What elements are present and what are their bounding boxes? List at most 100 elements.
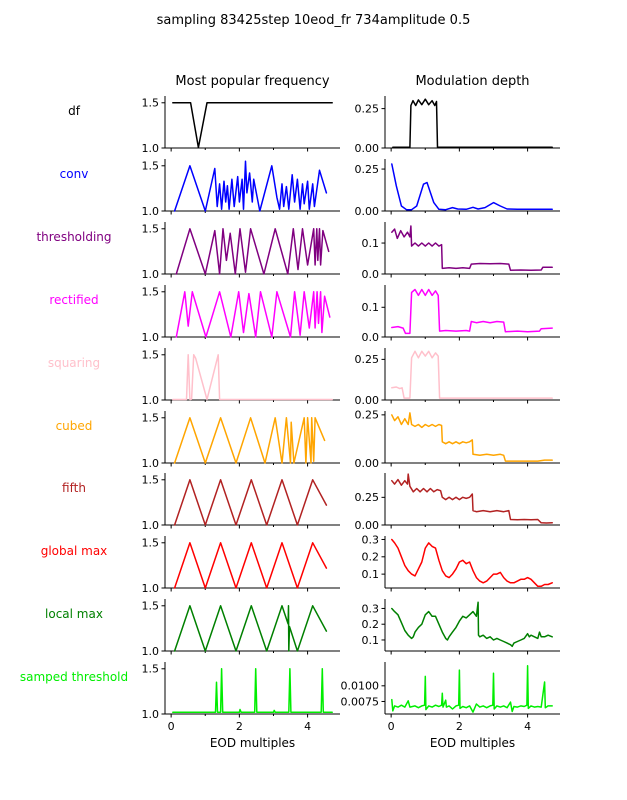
x-tick-label: 4 xyxy=(304,720,311,733)
row-label-fifth: fifth xyxy=(62,481,86,495)
column-title-most-popular-frequency: Most popular frequency xyxy=(175,74,330,89)
data-line-freq xyxy=(173,479,328,526)
figure-title: sampling 83425step 10eod_fr 734amplitude… xyxy=(156,13,471,28)
row-label-cubed: cubed xyxy=(55,419,93,433)
row-label-rectified: rectified xyxy=(49,293,99,307)
column-title-modulation-depth: Modulation depth xyxy=(415,74,530,89)
row-label-squaring: squaring xyxy=(47,356,101,370)
data-line-depth xyxy=(391,350,553,399)
x-tick-label: 0 xyxy=(388,720,395,733)
subplot-cubed-depth: 0.00 0.25 xyxy=(355,409,560,470)
y-tick-label: 0.0 xyxy=(362,268,380,281)
y-tick-label: 1.0 xyxy=(142,457,160,470)
y-tick-label: 1.0 xyxy=(142,394,160,407)
y-tick-label: 1.5 xyxy=(142,223,160,236)
y-tick-label: 1.5 xyxy=(142,412,160,425)
data-line-freq xyxy=(175,291,331,338)
data-line-depth xyxy=(392,98,553,148)
x-axis-label-left-column: EOD multiples xyxy=(209,736,296,750)
y-tick-label: 0.25 xyxy=(355,491,380,504)
y-tick-label: 0.1 xyxy=(362,568,380,581)
y-tick-label: 0.00 xyxy=(355,457,380,470)
row-label-local-max: local max xyxy=(45,607,103,621)
x-tick-label: 4 xyxy=(524,720,531,733)
y-tick-label: 1.0 xyxy=(142,519,160,532)
data-line-freq xyxy=(173,605,328,652)
subplot-global-max-freq: 1.0 1.5 xyxy=(142,536,340,595)
subplot-squaring-freq: 1.0 1.5 xyxy=(142,348,340,407)
y-tick-label: 0.2 xyxy=(362,618,380,631)
subplot-df-depth: 0.00 0.25 xyxy=(355,96,560,155)
y-tick-label: 0.2 xyxy=(362,551,380,564)
subplot-samped-threshold-freq: 1.0 1.5 0 2 4 xyxy=(142,662,340,733)
subplot-thresholding-freq: 1.0 1.5 xyxy=(142,222,340,281)
subplot-fifth-freq: 1.0 1.5 xyxy=(142,473,340,532)
y-tick-label: 0.00 xyxy=(355,519,380,532)
subplot-local-max-depth: 0.1 0.2 0.3 xyxy=(362,599,560,655)
y-tick-label: 0.25 xyxy=(355,102,380,115)
x-tick-label: 2 xyxy=(456,720,463,733)
y-tick-label: 1.0 xyxy=(142,645,160,658)
subplot-rectified-freq: 1.0 1.5 xyxy=(142,285,340,344)
subplot-conv-depth: 0.00 0.25 xyxy=(355,159,560,218)
y-tick-label: 0.3 xyxy=(362,533,380,546)
y-tick-label: 1.5 xyxy=(142,663,160,676)
data-line-depth xyxy=(391,601,553,648)
data-line-freq xyxy=(173,542,328,589)
data-line-depth xyxy=(391,665,553,713)
row-label-samped-threshold: samped threshold xyxy=(19,670,129,684)
y-tick-label: 1.0 xyxy=(142,331,160,344)
data-line-depth xyxy=(391,163,553,211)
y-tick-label: 1.5 xyxy=(142,160,160,173)
row-label-global-max: global max xyxy=(40,544,108,558)
y-tick-label: 1.5 xyxy=(142,537,160,550)
y-tick-label: 1.0 xyxy=(142,708,160,721)
y-tick-label: 0.25 xyxy=(355,353,380,366)
x-tick-label: 2 xyxy=(236,720,243,733)
y-tick-label: 0.00 xyxy=(355,205,380,218)
y-tick-label: 1.5 xyxy=(142,286,160,299)
y-tick-label: 0.25 xyxy=(355,163,380,176)
y-tick-label: 0.3 xyxy=(362,602,380,615)
y-tick-label: 1.5 xyxy=(142,600,160,613)
y-tick-label: 0.1 xyxy=(362,301,380,314)
y-tick-label: 0.0100 xyxy=(341,680,380,693)
y-tick-label: 0.1 xyxy=(362,237,380,250)
y-tick-label: 0.0 xyxy=(362,331,380,344)
data-line-freq xyxy=(173,417,326,464)
data-line-freq xyxy=(172,668,333,713)
x-axis-label-right-column: EOD multiples xyxy=(429,736,516,750)
subplot-global-max-depth: 0.1 0.2 0.3 xyxy=(362,533,560,592)
row-label-df: df xyxy=(68,104,80,118)
row-label-conv: conv xyxy=(59,167,89,181)
subplot-rectified-depth: 0.0 0.1 xyxy=(362,285,560,344)
subplot-cubed-freq: 1.0 1.5 xyxy=(142,411,340,470)
subplot-df-freq: 1.0 1.5 xyxy=(142,96,340,155)
subplot-squaring-depth: 0.00 0.25 xyxy=(355,348,560,407)
data-line-freq xyxy=(175,228,330,275)
subplot-conv-freq: 1.0 1.5 xyxy=(142,159,340,218)
row-label-thresholding: thresholding xyxy=(36,230,112,244)
data-line-depth xyxy=(391,538,553,588)
data-line-freq xyxy=(173,160,328,212)
data-line-freq xyxy=(172,102,333,149)
data-line-depth xyxy=(391,288,553,335)
y-tick-label: 0.25 xyxy=(355,409,380,422)
y-tick-label: 0.1 xyxy=(362,634,380,647)
y-tick-label: 1.0 xyxy=(142,582,160,595)
y-tick-label: 1.5 xyxy=(142,97,160,110)
y-tick-label: 1.5 xyxy=(142,349,160,362)
data-line-freq xyxy=(172,354,333,401)
subplot-thresholding-depth: 0.0 0.1 xyxy=(362,222,560,281)
y-tick-label: 1.0 xyxy=(142,268,160,281)
y-tick-label: 1.0 xyxy=(142,205,160,218)
y-tick-label: 0.00 xyxy=(355,142,380,155)
y-tick-label: 1.0 xyxy=(142,142,160,155)
subplot-fifth-depth: 0.00 0.25 xyxy=(355,473,560,532)
subplot-samped-threshold-depth: 0.0075 0.0100 0 2 4 xyxy=(341,662,560,733)
data-line-depth xyxy=(391,412,553,462)
data-line-depth xyxy=(391,473,553,524)
subplot-local-max-freq: 1.0 1.5 xyxy=(142,599,340,658)
x-tick-label: 0 xyxy=(168,720,175,733)
